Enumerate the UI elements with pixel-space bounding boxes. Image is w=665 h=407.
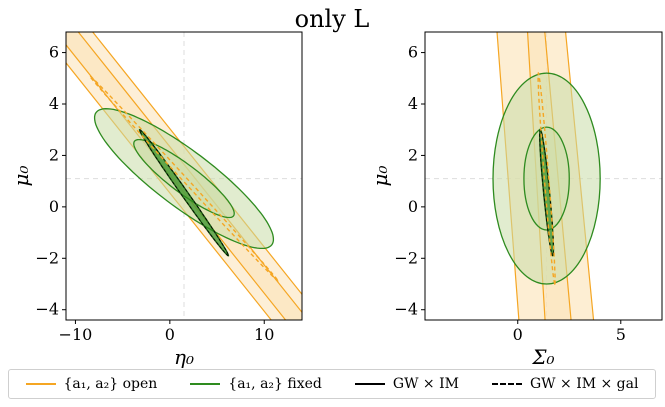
legend-swatch: [491, 383, 522, 385]
x-tick-label: 0: [165, 325, 175, 344]
x-axis-label: Σ₀: [531, 345, 554, 369]
legend-label: GW × IM × gal: [529, 376, 639, 392]
y-tick-label: 6: [49, 43, 59, 62]
y-tick-label: −4: [35, 300, 59, 319]
legend-label: {a₁, a₂} open: [63, 376, 158, 392]
legend-item: GW × IM × gal: [491, 376, 639, 392]
y-tick-label: −4: [394, 300, 418, 319]
y-tick-label: 0: [49, 197, 59, 216]
x-tick-label: 0: [513, 325, 523, 344]
panel-eta0-mu0: −10 0 10 −4 −2 0 2 4 6 η₀ μ₀: [9, 31, 303, 369]
y-tick-label: 2: [408, 145, 418, 164]
y-tick-label: 4: [408, 94, 418, 113]
y-tick-label: 0: [408, 197, 418, 216]
legend-swatch: [354, 383, 385, 385]
gw-im-gal-inner-ellipse: [139, 129, 229, 257]
axes-frame: [65, 31, 303, 321]
legend: {a₁, a₂} open {a₁, a₂} fixed GW × IM GW × I…: [8, 369, 656, 399]
gw-im-gal-ellipse: [537, 71, 556, 286]
x-tick-label: 5: [616, 325, 626, 344]
y-tick-label: −2: [394, 248, 418, 267]
x-axis-label: η₀: [174, 345, 194, 369]
y-axis-label: μ₀: [368, 165, 392, 186]
y-tick-label: 6: [408, 43, 418, 62]
y-axis-label: μ₀: [9, 165, 33, 186]
y-tick-label: 4: [49, 94, 59, 113]
y-tick-label: −2: [35, 248, 59, 267]
figure-title: only L: [295, 5, 370, 33]
axes-frame: [424, 31, 663, 321]
legend-swatch: [25, 383, 56, 385]
x-tick-label: 10: [254, 325, 274, 344]
panel-sigma0-mu0: 0 5 −4 −2 0 2 4 6 Σ₀ μ₀: [368, 31, 663, 369]
legend-swatch: [190, 383, 221, 385]
legend-label: GW × IM: [392, 376, 459, 392]
y-tick-label: 2: [49, 145, 59, 164]
legend-label: {a₁, a₂} fixed: [228, 376, 322, 392]
plot-area: [425, 32, 662, 320]
legend-item: GW × IM: [354, 376, 459, 392]
legend-item: {a₁, a₂} fixed: [190, 376, 322, 392]
x-tick-label: −10: [59, 325, 93, 344]
plot-area: [66, 32, 302, 320]
legend-item: {a₁, a₂} open: [25, 376, 158, 392]
